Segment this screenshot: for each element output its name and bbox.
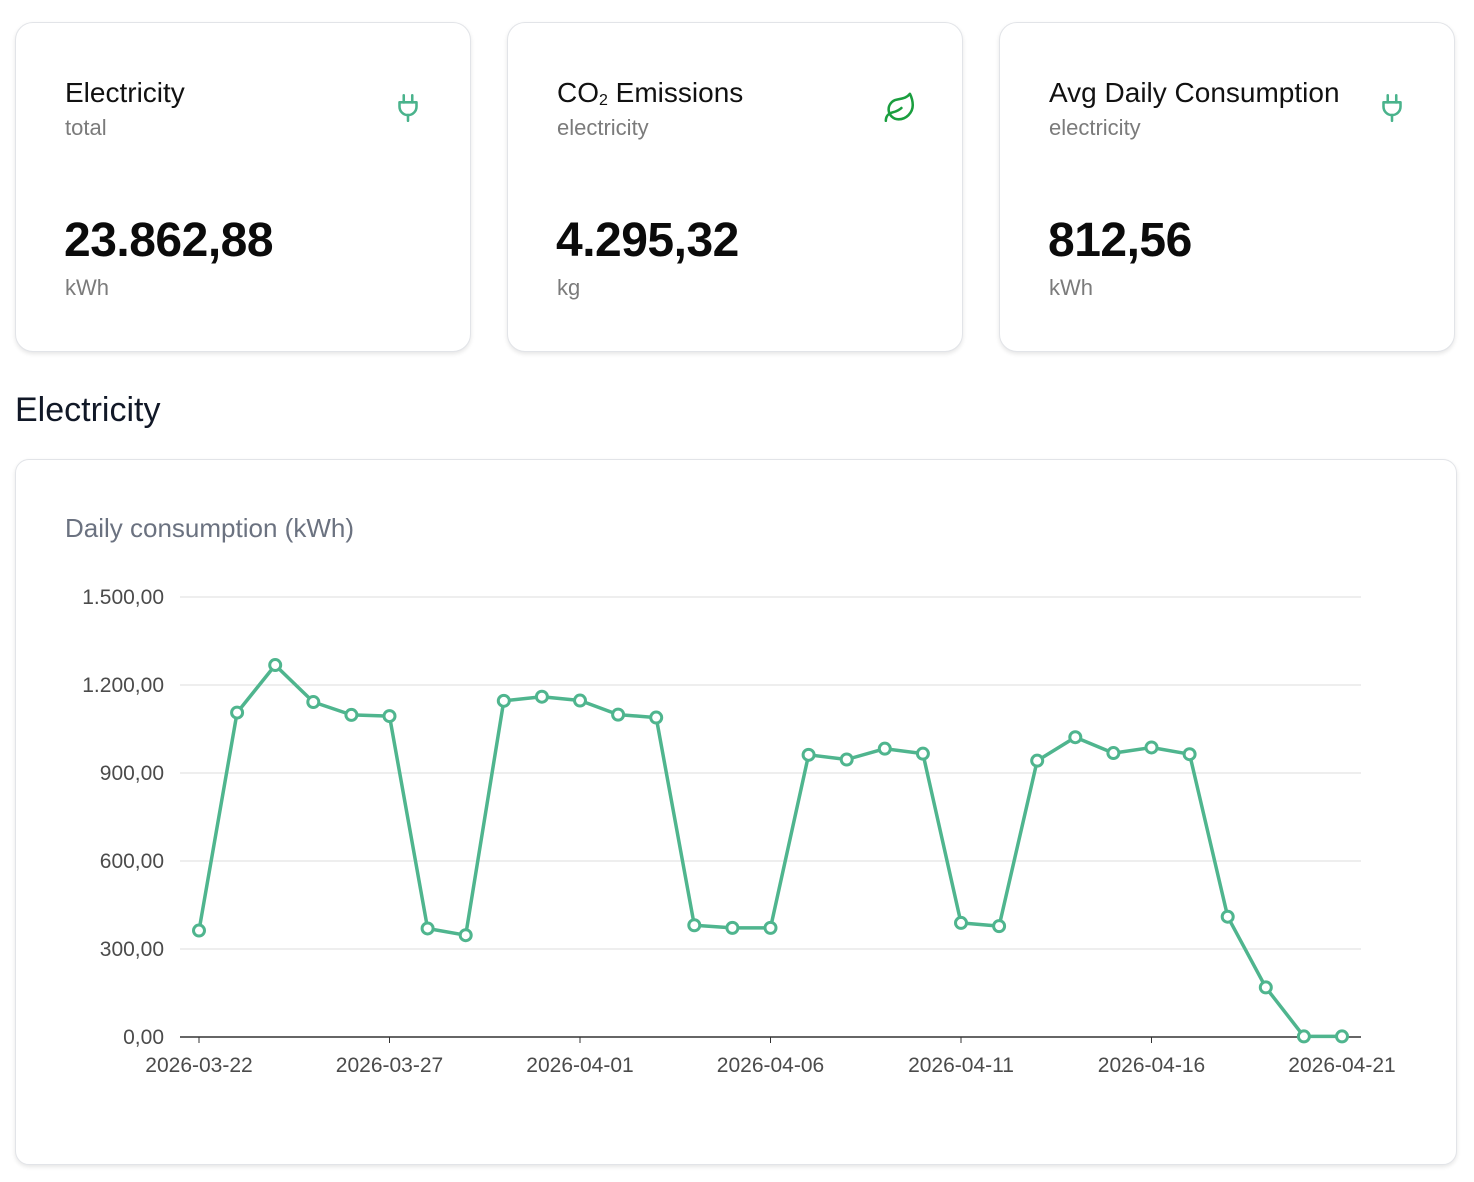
card-value: 4.295,32 bbox=[556, 214, 739, 267]
card-unit: kWh bbox=[1049, 275, 1093, 300]
card-subtitle: electricity bbox=[1049, 115, 1141, 140]
daily-consumption-chart-card: Daily consumption (kWh) 0,00 300,00 600,00… bbox=[15, 459, 1457, 1165]
data-point bbox=[382, 709, 397, 724]
data-point bbox=[1220, 909, 1235, 924]
data-point bbox=[306, 695, 321, 710]
series-line bbox=[197, 663, 1344, 1039]
data-point bbox=[1335, 1029, 1349, 1044]
data-point bbox=[496, 693, 511, 708]
electricity-total-card: Electricity total 23.862,88 kWh bbox=[15, 22, 471, 352]
data-point bbox=[1144, 740, 1159, 755]
card-unit: kWh bbox=[65, 275, 109, 300]
data-point bbox=[992, 919, 1007, 934]
data-point bbox=[573, 693, 587, 708]
data-point bbox=[1106, 746, 1121, 761]
card-value: 812,56 bbox=[1048, 214, 1192, 267]
x-tick-label: 2026-04-01 bbox=[526, 1054, 633, 1077]
avg-daily-consumption-card: Avg Daily Consumption electricity 812,56… bbox=[999, 22, 1455, 352]
chart-title: Daily consumption (kWh) bbox=[65, 513, 354, 543]
data-point bbox=[268, 658, 283, 673]
data-point bbox=[1030, 753, 1045, 768]
card-title-rest: Emissions bbox=[607, 77, 744, 108]
data-point bbox=[877, 741, 892, 756]
plug-icon bbox=[398, 93, 418, 123]
y-tick-label: 600,00 bbox=[100, 850, 164, 873]
data-point bbox=[611, 707, 626, 722]
x-tick-label: 2026-04-11 bbox=[908, 1054, 1014, 1077]
data-point bbox=[649, 710, 664, 725]
card-title-text: Avg Daily Consumption bbox=[1049, 77, 1340, 108]
data-point bbox=[954, 915, 968, 930]
data-point bbox=[192, 923, 206, 938]
y-tick-label: 0,00 bbox=[123, 1026, 164, 1049]
data-point bbox=[839, 752, 854, 767]
data-point bbox=[1258, 980, 1273, 995]
y-tick-label: 1.500,00 bbox=[82, 586, 164, 609]
data-point bbox=[1068, 730, 1083, 745]
x-tick-label: 2026-04-21 bbox=[1288, 1054, 1395, 1077]
card-title: Electricity bbox=[65, 77, 185, 109]
data-point bbox=[915, 746, 930, 761]
data-point bbox=[344, 707, 359, 722]
card-unit: kg bbox=[557, 275, 581, 300]
card-value: 23.862,88 bbox=[64, 214, 274, 267]
data-point bbox=[801, 747, 816, 762]
data-point bbox=[420, 921, 435, 936]
data-point bbox=[458, 928, 473, 943]
data-point bbox=[687, 918, 702, 933]
x-tick-label: 2026-03-27 bbox=[336, 1054, 443, 1077]
card-title-text: Electricity bbox=[65, 77, 185, 108]
plug-icon bbox=[1382, 93, 1402, 123]
x-tick-label: 2026-04-06 bbox=[717, 1054, 824, 1077]
card-title-subscript: 2 bbox=[599, 92, 608, 109]
card-title-text: CO bbox=[557, 77, 599, 108]
x-tick-label: 2026-03-22 bbox=[145, 1054, 252, 1077]
card-title: CO2 Emissions bbox=[557, 77, 743, 117]
card-subtitle: total bbox=[65, 115, 107, 140]
daily-consumption-line-chart: 0,00 300,00 600,00 900,00 1.200,00 1.500,00 20… bbox=[82, 586, 1395, 1077]
card-title: Avg Daily Consumption bbox=[1049, 77, 1340, 109]
x-tick-label: 2026-04-16 bbox=[1098, 1054, 1205, 1077]
leaf-icon bbox=[884, 92, 915, 123]
summary-cards: Electricity total 23.862,88 kWh CO2 Emis… bbox=[15, 22, 1457, 354]
y-tick-label: 900,00 bbox=[100, 762, 164, 785]
y-tick-label: 300,00 bbox=[100, 938, 164, 961]
y-tick-label: 1.200,00 bbox=[82, 674, 164, 697]
section-title: Electricity bbox=[15, 391, 161, 429]
data-point bbox=[763, 920, 778, 935]
data-point bbox=[1296, 1029, 1311, 1044]
data-point bbox=[725, 920, 740, 935]
co2-emissions-card: CO2 Emissions electricity 4.295,32 kg bbox=[507, 22, 963, 352]
card-subtitle: electricity bbox=[557, 115, 649, 140]
data-point bbox=[534, 689, 549, 704]
data-point bbox=[230, 705, 245, 720]
data-point bbox=[1182, 747, 1197, 762]
